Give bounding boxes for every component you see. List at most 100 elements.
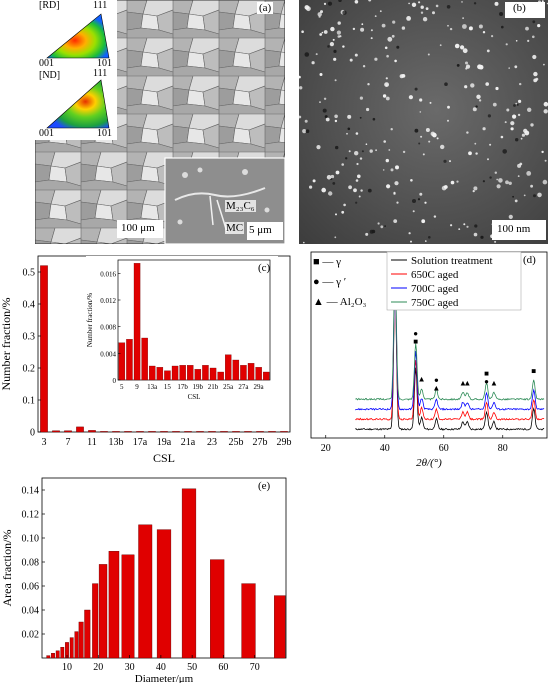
precipitate-dot (520, 137, 523, 140)
precipitate-dot (489, 143, 492, 146)
precipitate-dot (422, 153, 425, 156)
histogram-bar (74, 631, 79, 659)
precipitate-dot (447, 119, 449, 122)
bar-csl-17b (148, 431, 156, 433)
x-axis-label: Diameter/μm (135, 673, 194, 683)
precipitate-dot (320, 10, 323, 14)
y-tick-label: 0.1 (23, 396, 36, 407)
x-axis-label: 2θ/(°) (416, 457, 442, 469)
precipitate-dot (366, 107, 370, 112)
precipitate-dot (352, 27, 356, 31)
precipitate-dot (485, 82, 489, 86)
peak-marker: ■ (531, 366, 536, 375)
precipitate-dot (454, 43, 460, 49)
precipitate-dot (396, 45, 400, 49)
bar-csl-9 (76, 426, 84, 433)
precipitate-dot (374, 57, 378, 61)
precipitate-dot (304, 52, 310, 57)
y-tick-label: 0.08 (22, 558, 40, 569)
precipitate-dot (425, 240, 427, 242)
inset-x-axis-label: CSL (188, 393, 201, 401)
precipitate-dot (358, 195, 361, 198)
precipitate-dot (334, 236, 337, 239)
inset-bar-csl-13b (156, 367, 164, 381)
precipitate-dot (475, 152, 478, 155)
precipitate-dot (299, 115, 302, 119)
precipitate-dot (527, 107, 532, 113)
precipitate-dot (419, 192, 423, 196)
micrograph-b (299, 0, 548, 244)
panel-e: 10 20 30 40 50 60 70 0.02 0.04 0.06 0.08 0.10 0.12 0.… (0, 472, 295, 685)
histogram-bar (60, 646, 65, 659)
precipitate-dot (326, 175, 332, 180)
precipitate-dot (341, 210, 345, 214)
x-tick-label: 10 (62, 662, 72, 673)
marker-gamma: ■ — γ (313, 256, 342, 268)
histogram-bar (92, 583, 99, 659)
inset-bar-csl-27b (247, 363, 255, 381)
precipitate-dot (337, 21, 341, 25)
chart-c: 0 0.1 0.2 0.3 0.4 0.5 3 7 11 13b 17a 19a 21a 23 25b 27b… (0, 255, 292, 465)
precipitate-dot (543, 109, 548, 114)
precipitate-dot (440, 144, 445, 150)
precipitate-dot (500, 135, 504, 139)
precipitate-dot (515, 138, 519, 142)
precipitate-dot (515, 102, 517, 105)
precipitate-dot (429, 101, 432, 104)
precipitate-dot (447, 24, 449, 27)
x-axis-label: CSL (153, 451, 175, 465)
precipitate-dot (301, 30, 304, 33)
precipitate-dot (420, 135, 423, 138)
peak-marker: ▲ (418, 374, 426, 383)
xrd-line-0 (355, 283, 545, 431)
precipitate-dot (494, 1, 499, 6)
x-tick-label: 7 (66, 437, 71, 448)
inset-x-tick-label: 17b (177, 383, 188, 391)
panel-b-label: (b) (513, 2, 526, 14)
precipitate-dot (460, 45, 465, 50)
peak-marker: ■ (484, 369, 489, 378)
x-tick-label: 70 (250, 662, 260, 673)
inset-bar-csl-19a (187, 365, 194, 381)
precipitate-dot (468, 151, 472, 156)
precipitate-dot (496, 184, 501, 189)
precipitate-dot (443, 185, 448, 189)
precipitate-dot (402, 150, 406, 154)
precipitate-dot (327, 1, 333, 6)
xrd-line-2 (355, 272, 545, 411)
precipitate-dot (319, 73, 323, 76)
y-tick-label: 0.02 (22, 630, 40, 641)
precipitate-dot (372, 117, 376, 121)
precipitate-dot (446, 5, 451, 9)
precipitate-dot (510, 127, 514, 131)
precipitate-dot (533, 78, 538, 83)
precipitate-dot (321, 31, 324, 34)
inset-y-tick-label: 0.008 (100, 324, 116, 332)
precipitate-dot (425, 7, 429, 10)
precipitate-dot (345, 157, 348, 160)
precipitate-dot (450, 180, 455, 185)
inset-bar-csl-13a (149, 365, 156, 381)
ipf-nd-tag: [ND] (39, 70, 61, 81)
precipitate-dot (353, 188, 357, 193)
precipitate-dot (374, 15, 377, 17)
precipitate-dot (443, 159, 447, 163)
ipf-bottom-111: 111 (93, 68, 108, 79)
precipitate-dot (482, 127, 486, 131)
precipitate-dot (401, 74, 406, 78)
histogram-bar (181, 488, 197, 659)
precipitate-dot (444, 82, 448, 86)
histogram-bar (210, 559, 225, 659)
precipitate-dot (417, 198, 421, 201)
x-tick-label: 40 (380, 443, 390, 454)
histogram-bar (69, 637, 74, 659)
precipitate-dot (456, 180, 459, 183)
precipitate-dot (334, 119, 338, 123)
precipitate-dot (360, 27, 365, 32)
bar-csl-17a (136, 431, 144, 433)
precipitate-dot (428, 140, 431, 143)
scale-bar-a: 100 μm (121, 222, 155, 234)
precipitate-dot (498, 178, 503, 183)
y-tick-label: 0 (30, 428, 35, 439)
legend-box (386, 251, 522, 311)
